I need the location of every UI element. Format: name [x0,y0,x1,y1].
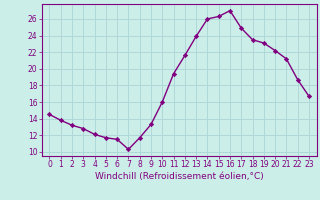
X-axis label: Windchill (Refroidissement éolien,°C): Windchill (Refroidissement éolien,°C) [95,172,264,181]
